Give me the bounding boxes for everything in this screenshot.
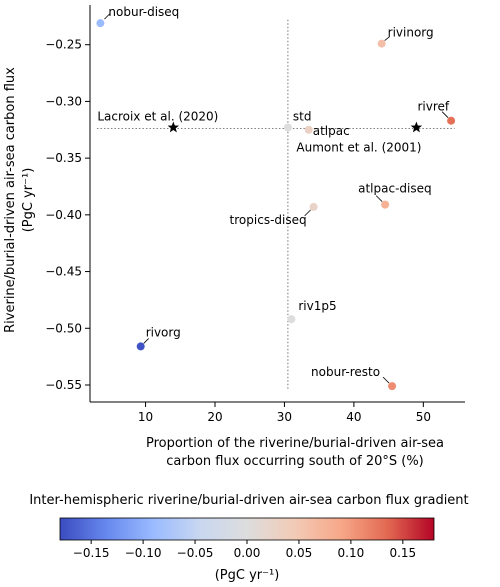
y-tick-label: −0.25 (45, 38, 82, 52)
leader-line (441, 111, 449, 118)
x-tick-label: 40 (346, 410, 361, 424)
point-label-nobur-resto: nobur-resto (311, 365, 380, 379)
point-nobur-diseq (96, 19, 105, 28)
point-label-atlpac: atlpac (313, 124, 350, 138)
point-atlpac-diseq (381, 200, 390, 209)
x-axis-label-line-1: Proportion of the riverine/burial-driven… (146, 436, 444, 451)
point-tropics-diseq (309, 202, 318, 211)
y-tick-label: −0.50 (45, 321, 82, 335)
x-tick-label: 20 (207, 410, 222, 424)
point-nobur-resto (388, 382, 397, 391)
leader-line (375, 195, 383, 202)
y-tick-label: −0.40 (45, 208, 82, 222)
colorbar-tick-label: 0.10 (338, 546, 365, 560)
point-label-riv1p5: riv1p5 (298, 299, 336, 313)
colorbar-unit-label: (PgC yr⁻¹) (215, 568, 280, 583)
colorbar-gradient (60, 518, 434, 540)
leader-line (304, 209, 311, 217)
point-label-nobur-diseq: nobur-diseq (108, 5, 179, 19)
point-label-tropics-diseq: tropics-diseq (230, 213, 307, 227)
plot-area: 10 20 30 40 50 −0.55 −0.50 −0.45 −0.40 −0.35 −0.30… (45, 5, 465, 424)
colorbar-tick-label: 0.05 (286, 546, 313, 560)
colorbar-tick-label: −0.05 (177, 546, 214, 560)
point-label-rivinorg: rivinorg (388, 26, 434, 40)
point-label-atlpac-diseq: atlpac-diseq (358, 182, 432, 196)
point-riv1p5 (287, 315, 296, 324)
y-tick-label: −0.30 (45, 94, 82, 108)
y-tick-label: −0.35 (45, 151, 82, 165)
point-label-rivref: rivref (417, 100, 449, 114)
reference-label: Lacroix et al. (2020) (97, 110, 218, 124)
x-tick-label: 30 (277, 410, 292, 424)
point-atlpac (304, 125, 313, 134)
colorbar-tick-label: −0.10 (125, 546, 162, 560)
colorbar-tick-label: 0.15 (389, 546, 416, 560)
leader-line (143, 338, 149, 344)
x-axis-label-line-2: carbon flux occurring south of 20°S (%) (166, 454, 424, 469)
y-tick-label: −0.45 (45, 265, 82, 279)
point-std (283, 123, 292, 132)
y-axis-label-line-2: (PgC yr⁻¹) (21, 168, 36, 233)
x-tick-label: 10 (138, 410, 153, 424)
leader-line (384, 36, 390, 41)
point-label-std: std (293, 110, 312, 124)
y-tick-label: −0.55 (45, 378, 82, 392)
point-rivinorg (377, 39, 386, 48)
reference-star (167, 121, 180, 133)
reference-label: Aumont et al. (2001) (296, 141, 421, 155)
leader-line (104, 12, 111, 20)
point-rivref (447, 116, 456, 125)
y-axis-label-line-1: Riverine/burial-driven air-sea carbon fl… (3, 67, 18, 333)
colorbar-tick-label: 0.00 (234, 546, 261, 560)
leader-line (382, 376, 390, 384)
point-label-rivorg: rivorg (146, 325, 181, 339)
colorbar: −0.15 −0.10 −0.05 0.00 0.05 0.10 0.15 (59, 517, 435, 560)
reference-star (410, 121, 423, 133)
x-tick-label: 50 (416, 410, 431, 424)
colorbar-title: Inter-hemispheric riverine/burial-driven… (29, 493, 468, 508)
colorbar-tick-label: −0.15 (73, 546, 110, 560)
point-rivorg (136, 342, 145, 351)
